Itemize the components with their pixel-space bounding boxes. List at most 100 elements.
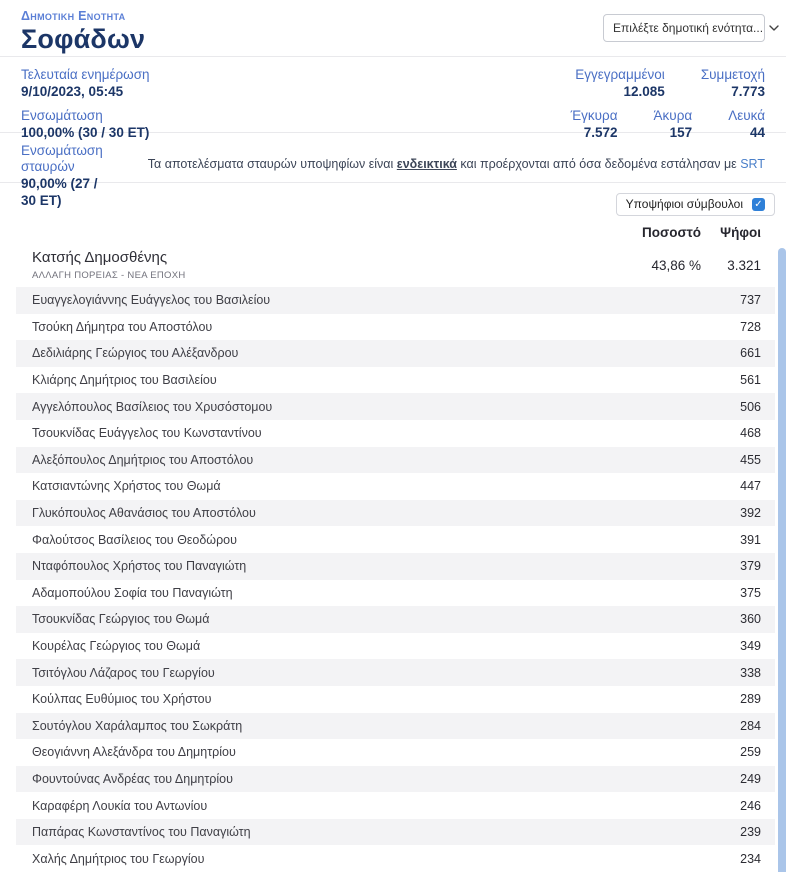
table-row: Φουντούνας Ανδρέας του Δημητρίου 249 [16, 765, 775, 793]
candidate-votes: 349 [740, 639, 761, 654]
leader-votes: 3.321 [727, 257, 761, 273]
candidate-name: Κατσιαντώνης Χρήστος του Θωμά [32, 479, 221, 494]
candidate-votes: 737 [740, 293, 761, 308]
stat-label: Εγγεγραμμένοι [575, 67, 665, 82]
table-row: Ευαγγελογιάννης Ευάγγελος του Βασιλείου … [16, 287, 775, 314]
stat-participation: Συμμετοχή 7.773 [701, 67, 765, 101]
stat-label: Συμμετοχή [700, 67, 765, 82]
candidate-votes: 392 [740, 506, 761, 521]
srt-link[interactable]: SRT [740, 156, 765, 171]
stat-label: Άκυρα [653, 108, 693, 124]
candidate-name: Νταφόπουλος Χρήστος του Παναγιώτη [32, 559, 247, 574]
candidate-name: Χαλής Δημήτριος του Γεωργίου [32, 851, 205, 866]
candidate-name: Καραφέρη Λουκία του Αντωνίου [32, 798, 208, 813]
stats-left: Ενσωμάτωση σταυρών 90,00% (27 / 30 ΕΤ) [21, 143, 108, 217]
table-header: Ποσοστό Ψήφοι [16, 219, 775, 245]
candidate-votes: 728 [740, 319, 761, 334]
results-table: Ποσοστό Ψήφοι Κατσής Δημοσθένης ΑΛΛΑΓΗ Π… [16, 219, 775, 872]
table-row: Κατσιαντώνης Χρήστος του Θωμά 447 [16, 473, 775, 500]
stat-value: 44 [749, 125, 765, 141]
table-row: Κλιάρης Δημήτριος του Βασιλείου 561 [16, 367, 775, 394]
stat-value: 157 [669, 125, 693, 141]
unit-select-value: Επιλέξτε δημοτική ενότητα... [613, 21, 764, 35]
candidate-votes: 375 [740, 585, 761, 600]
candidate-name: Σουτόγλου Χαράλαμπος του Σωκράτη [32, 718, 243, 733]
checkbox-checked-icon[interactable]: ✓ [752, 197, 765, 211]
title-block: Δημοτική Ενότητα Σοφάδων [21, 9, 145, 55]
candidate-votes: 239 [740, 825, 761, 840]
stats-row-participation: Εγγεγραμμένοι 12.085 Συμμετοχή 7.773 [571, 67, 765, 101]
stats-row-ballots: Έγκυρα 7.572 Άκυρα 157 Λευκά 44 [571, 108, 765, 142]
note-text: και προέρχονται από όσα δεδομένα εστάλησ… [456, 156, 741, 171]
candidate-votes: 561 [740, 373, 761, 388]
candidate-name: Φαλούτσος Βασίλειος του Θεοδώρου [32, 532, 237, 547]
candidate-name: Γλυκόπουλος Αθανάσιος του Αποστόλου [32, 506, 256, 521]
table-row: Φαλούτσος Βασίλειος του Θεοδώρου 391 [16, 526, 775, 553]
leader-percent: 43,86 % [651, 257, 701, 273]
candidate-votes: 391 [740, 532, 761, 547]
stat-last-update: Τελευταία ενημέρωση 9/10/2023, 05:45 [21, 67, 150, 101]
table-row: Κουρέλας Γεώργιος του Θωμά 349 [16, 633, 775, 660]
stat-blank: Λευκά 44 [728, 108, 765, 142]
leader-party: ΑΛΛΑΓΗ ΠΟΡΕΙΑΣ - ΝΕΑ ΕΠΟΧΗ [32, 270, 186, 281]
candidate-name: Θεογιάννη Αλεξάνδρα του Δημητρίου [32, 745, 236, 760]
table-row: Χαλής Δημήτριος του Γεωργίου 234 [16, 845, 775, 872]
stat-value: 7.773 [731, 84, 765, 100]
candidate-name: Παπάρας Κωνσταντίνος του Παναγιώτη [32, 825, 251, 840]
candidate-votes: 249 [740, 771, 761, 786]
table-row: Τσιτόγλου Λάζαρος του Γεωργίου 338 [16, 659, 775, 686]
municipal-unit-select[interactable]: Επιλέξτε δημοτική ενότητα... [603, 14, 779, 42]
cross-stats-section: Ενσωμάτωση σταυρών 90,00% (27 / 30 ΕΤ) Τ… [0, 133, 786, 208]
stat-label: Ενσωμάτωση σταυρών [21, 143, 103, 175]
candidate-votes: 360 [740, 612, 761, 627]
candidate-name: Αδαμοπούλου Σοφία του Παναγιώτη [32, 585, 233, 600]
stat-valid: Έγκυρα 7.572 [571, 108, 618, 142]
table-row: Καραφέρη Λουκία του Αντωνίου 246 [16, 792, 775, 819]
table-row: Γλυκόπουλος Αθανάσιος του Αποστόλου 392 [16, 499, 775, 527]
candidate-name: Τσουκνίδας Γεώργιος του Θωμά [32, 612, 210, 627]
candidate-votes: 468 [740, 426, 761, 441]
municipal-unit-label: Δημοτική Ενότητα [21, 9, 126, 23]
candidate-name: Τσιτόγλου Λάζαρος του Γεωργίου [32, 665, 215, 680]
stat-value: 90,00% (27 / 30 ΕΤ) [21, 176, 98, 209]
candidate-votes: 259 [740, 745, 761, 760]
stat-label: Ενσωμάτωση [21, 108, 103, 124]
candidate-votes: 284 [740, 718, 761, 733]
candidate-votes: 289 [740, 692, 761, 707]
page-title: Σοφάδων [21, 24, 146, 54]
candidate-votes: 455 [740, 452, 761, 467]
scrollbar-thumb[interactable] [778, 248, 786, 872]
percent-column-header: Ποσοστό [642, 224, 701, 240]
disclaimer-note: Τα αποτελέσματα σταυρών υποψηφίων είναι … [108, 157, 765, 171]
candidate-name: Κούλπας Ευθύμιος του Χρήστου [32, 692, 212, 707]
leader-row: Κατσής Δημοσθένης ΑΛΛΑΓΗ ΠΟΡΕΙΑΣ - ΝΕΑ Ε… [16, 245, 775, 287]
stat-value: 100,00% (30 / 30 ΕΤ) [21, 125, 150, 141]
table-row: Παπάρας Κωνσταντίνος του Παναγιώτη 239 [16, 818, 775, 846]
table-row: Νταφόπουλος Χρήστος του Παναγιώτη 379 [16, 552, 775, 580]
header: Δημοτική Ενότητα Σοφάδων Επιλέξτε δημοτι… [0, 0, 786, 57]
table-row: Τσουκνίδας Γεώργιος του Θωμά 360 [16, 606, 775, 633]
note-text: Τα αποτελέσματα σταυρών υποψηφίων είναι [147, 156, 397, 171]
candidate-name: Αλεξόπουλος Δημήτριος του Αποστόλου [32, 452, 254, 467]
stat-value: 7.572 [583, 125, 618, 141]
candidate-votes: 661 [740, 346, 761, 361]
table-row: Θεογιάννη Αλεξάνδρα του Δημητρίου 259 [16, 739, 775, 766]
stats-left: Τελευταία ενημέρωση 9/10/2023, 05:45 Ενσ… [21, 67, 150, 149]
stat-label: Τελευταία ενημέρωση [21, 67, 150, 82]
candidate-votes: 246 [740, 798, 761, 813]
candidate-name: Ευαγγελογιάννης Ευάγγελος του Βασιλείου [32, 293, 271, 308]
stat-value: 12.085 [623, 84, 665, 100]
candidate-votes: 506 [740, 399, 761, 414]
candidate-name: Φουντούνας Ανδρέας του Δημητρίου [32, 771, 233, 786]
table-row: Κούλπας Ευθύμιος του Χρήστου 289 [16, 686, 775, 713]
stats-section: Τελευταία ενημέρωση 9/10/2023, 05:45 Ενσ… [0, 57, 786, 140]
stat-label: Λευκά [728, 108, 765, 124]
note-emphasis: ενδεικτικά [396, 156, 457, 171]
stat-label: Έγκυρα [570, 108, 618, 124]
toggle-row: Υποψήφιοι σύμβουλοι ✓ [0, 183, 786, 219]
table-row: Τσούκη Δήμητρα του Αποστόλου 728 [16, 314, 775, 341]
candidate-councillors-toggle[interactable]: Υποψήφιοι σύμβουλοι ✓ [615, 192, 775, 216]
table-row: Τσουκνίδας Ευάγγελος του Κωνσταντίνου 46… [16, 420, 775, 447]
table-row: Αλεξόπουλος Δημήτριος του Αποστόλου 455 [16, 446, 775, 474]
candidate-name: Αγγελόπουλος Βασίλειος του Χρυσόστομου [32, 399, 273, 414]
